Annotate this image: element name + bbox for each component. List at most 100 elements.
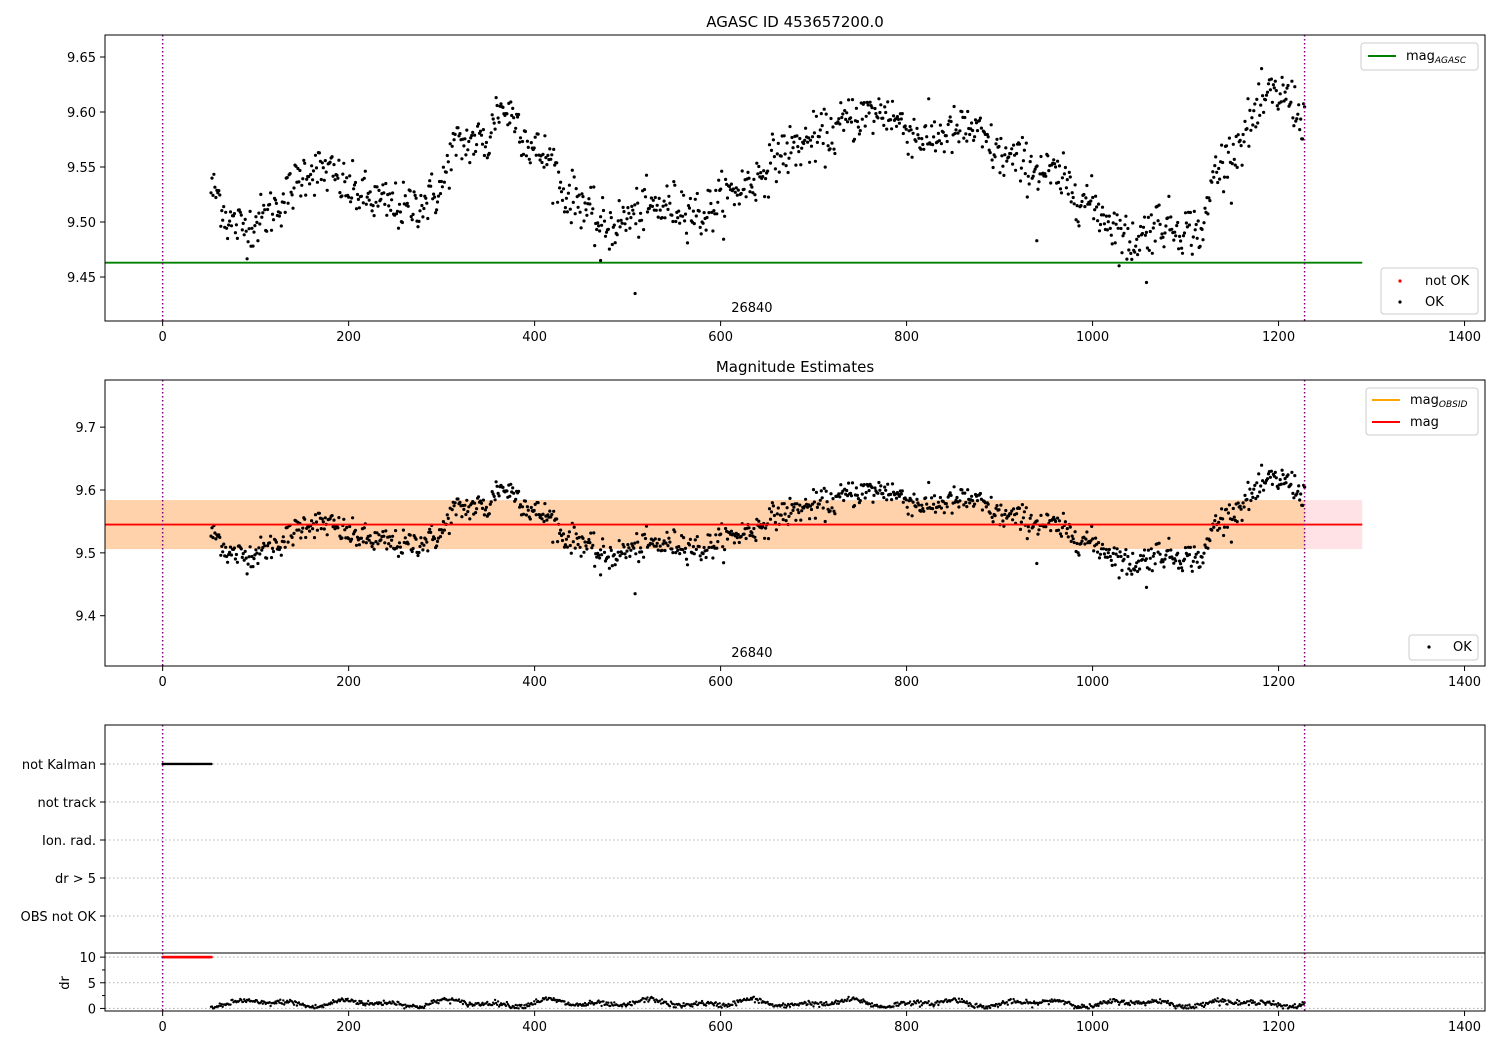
dr-point bbox=[1258, 1002, 1261, 1006]
data-point bbox=[657, 537, 661, 542]
data-point bbox=[1249, 498, 1253, 503]
data-point bbox=[757, 164, 761, 169]
dr-point bbox=[382, 999, 385, 1002]
data-point bbox=[397, 541, 402, 545]
data-point bbox=[1231, 506, 1235, 511]
data-point bbox=[1047, 169, 1051, 173]
data-point bbox=[1191, 235, 1195, 239]
data-point bbox=[1057, 519, 1062, 523]
data-point bbox=[1025, 195, 1029, 199]
data-point bbox=[228, 210, 233, 214]
data-point bbox=[242, 558, 246, 562]
data-point bbox=[1281, 83, 1285, 87]
data-point bbox=[345, 525, 349, 530]
data-point bbox=[398, 210, 402, 214]
data-point bbox=[1070, 191, 1074, 195]
data-point bbox=[771, 138, 776, 142]
dr-point bbox=[785, 1004, 789, 1007]
data-point bbox=[371, 204, 375, 208]
data-point bbox=[257, 546, 261, 550]
dr-point bbox=[672, 1006, 675, 1009]
data-point bbox=[1070, 534, 1074, 538]
data-point bbox=[955, 123, 959, 127]
data-point bbox=[795, 134, 799, 138]
dr-point bbox=[1113, 998, 1116, 1001]
data-point bbox=[1238, 138, 1242, 142]
data-point bbox=[1251, 123, 1255, 127]
dr-point bbox=[554, 998, 557, 1001]
data-point bbox=[388, 535, 392, 539]
data-point bbox=[278, 546, 282, 550]
data-point bbox=[701, 552, 705, 556]
data-point bbox=[279, 224, 283, 228]
data-point bbox=[973, 135, 977, 139]
data-point bbox=[849, 494, 854, 498]
dr-point bbox=[682, 1002, 685, 1005]
data-point bbox=[1192, 545, 1196, 549]
data-point bbox=[894, 124, 899, 128]
dr-point bbox=[806, 1003, 809, 1006]
data-point bbox=[1279, 482, 1283, 486]
data-point bbox=[481, 128, 485, 132]
data-point bbox=[655, 203, 659, 207]
data-point bbox=[224, 210, 228, 214]
data-point bbox=[1130, 257, 1134, 261]
data-point bbox=[256, 561, 260, 566]
dr-point bbox=[1030, 1001, 1033, 1005]
data-point bbox=[556, 540, 560, 544]
data-point bbox=[732, 541, 737, 545]
data-point bbox=[686, 204, 691, 208]
data-point bbox=[944, 502, 948, 506]
y-tick-label: 9.45 bbox=[67, 271, 96, 286]
data-point bbox=[1020, 503, 1024, 507]
data-point bbox=[665, 184, 669, 188]
dr-point bbox=[303, 1004, 306, 1007]
data-point bbox=[1136, 569, 1140, 574]
dr-point bbox=[1291, 1004, 1295, 1007]
data-point bbox=[819, 489, 823, 493]
data-point bbox=[292, 531, 296, 536]
data-point bbox=[941, 130, 945, 134]
data-point bbox=[375, 185, 379, 189]
data-point bbox=[523, 129, 528, 134]
dr-point bbox=[645, 998, 648, 1001]
dr-point bbox=[712, 1004, 716, 1007]
data-point bbox=[484, 140, 488, 145]
data-point bbox=[772, 155, 777, 159]
dr-point bbox=[824, 1004, 827, 1007]
data-point bbox=[363, 169, 367, 173]
data-point bbox=[882, 123, 886, 127]
data-point bbox=[585, 547, 589, 551]
data-point bbox=[1118, 550, 1122, 554]
data-point bbox=[799, 518, 803, 522]
data-point bbox=[319, 177, 323, 182]
data-point bbox=[768, 161, 773, 165]
data-point bbox=[491, 492, 495, 496]
data-point bbox=[1279, 100, 1283, 104]
dr-point bbox=[704, 1004, 708, 1007]
dr-point bbox=[1236, 998, 1239, 1002]
data-point bbox=[788, 125, 792, 129]
data-point bbox=[897, 121, 902, 125]
data-point bbox=[493, 498, 497, 502]
data-point bbox=[873, 486, 877, 490]
dr-point bbox=[750, 998, 754, 1001]
data-point bbox=[878, 110, 882, 115]
data-point bbox=[904, 127, 908, 131]
data-point bbox=[299, 536, 303, 540]
data-point bbox=[1180, 566, 1184, 570]
data-point bbox=[1085, 183, 1089, 188]
data-point bbox=[367, 538, 371, 542]
dr-point bbox=[1218, 1004, 1221, 1007]
x-tick-label: 1400 bbox=[1448, 675, 1481, 690]
data-point bbox=[351, 159, 355, 163]
data-point bbox=[683, 212, 688, 216]
y-tick-label: 5 bbox=[88, 977, 96, 992]
data-point bbox=[789, 151, 793, 155]
data-point bbox=[493, 127, 497, 131]
data-point bbox=[688, 196, 693, 201]
data-point bbox=[653, 537, 657, 541]
data-point bbox=[211, 536, 215, 540]
data-point bbox=[348, 174, 352, 178]
data-point bbox=[1092, 549, 1096, 553]
